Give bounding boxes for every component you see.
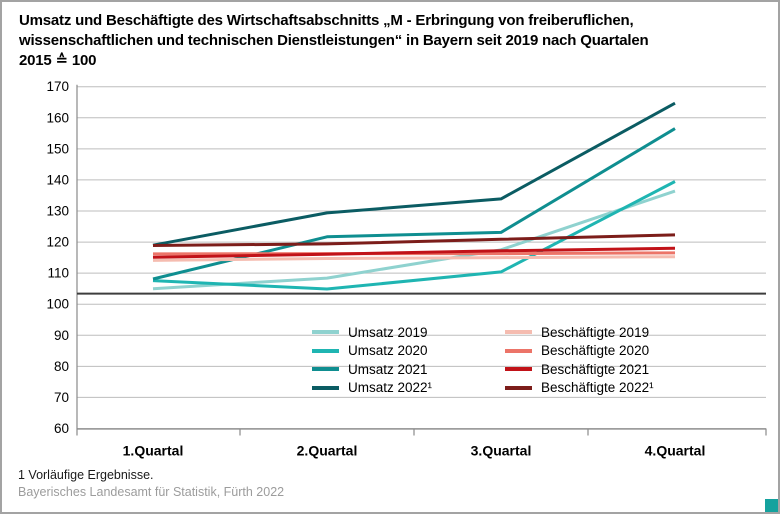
legend-item: Umsatz 2021 bbox=[312, 360, 453, 379]
series-line-umsatz-2021 bbox=[152, 127, 676, 281]
y-tick-label: 60 bbox=[54, 421, 69, 436]
legend-label: Umsatz 2019 bbox=[348, 324, 428, 340]
x-category-label: 1.Quartal bbox=[123, 443, 184, 459]
y-tick-label: 110 bbox=[47, 266, 69, 281]
y-tick-label: 160 bbox=[46, 110, 69, 125]
legend: Umsatz 2019 Umsatz 2020 Umsatz 2021 Umsatz … bbox=[312, 323, 654, 397]
series-line-besch-ftigte-2019 bbox=[152, 255, 676, 262]
legend-item: Umsatz 2022¹ bbox=[312, 379, 453, 398]
legend-item: Beschäftigte 2021 bbox=[505, 360, 654, 379]
title-block: Umsatz und Beschäftigte des Wirtschaftsa… bbox=[19, 11, 763, 71]
y-tick-label: 80 bbox=[54, 359, 69, 374]
y-tick-label: 130 bbox=[46, 203, 69, 218]
x-category-label: 4.Quartal bbox=[645, 443, 706, 459]
x-category-label: 2.Quartal bbox=[297, 443, 358, 459]
y-tick-label: 170 bbox=[46, 79, 69, 94]
legend-label: Umsatz 2022¹ bbox=[348, 380, 433, 396]
y-tick-label: 70 bbox=[54, 390, 69, 405]
legend-swatch bbox=[312, 330, 339, 335]
series-line-umsatz-2022 bbox=[152, 101, 676, 247]
legend-column-beschaeftigte: Beschäftigte 2019 Beschäftigte 2020 Beschä… bbox=[505, 323, 654, 397]
logo-corner-square bbox=[765, 499, 778, 512]
series-line-umsatz-2020 bbox=[152, 180, 676, 291]
y-tick-label: 100 bbox=[46, 297, 69, 312]
y-tick-label: 120 bbox=[46, 235, 69, 250]
legend-column-umsatz: Umsatz 2019 Umsatz 2020 Umsatz 2021 Umsatz … bbox=[312, 323, 453, 397]
legend-swatch bbox=[312, 348, 339, 353]
legend-swatch bbox=[505, 348, 532, 353]
legend-swatch bbox=[505, 386, 532, 391]
legend-label: Beschäftigte 2019 bbox=[541, 324, 650, 340]
legend-label: Beschäftigte 2022¹ bbox=[541, 380, 654, 396]
y-tick-label: 150 bbox=[46, 141, 69, 156]
legend-item: Umsatz 2019 bbox=[312, 323, 453, 342]
series-line-besch-ftigte-2021 bbox=[152, 246, 676, 259]
legend-swatch bbox=[505, 367, 532, 372]
x-category-label: 3.Quartal bbox=[471, 443, 532, 459]
legend-item: Umsatz 2020 bbox=[312, 342, 453, 361]
chart-subtitle: 2015 ≙ 100 bbox=[19, 52, 97, 69]
legend-swatch bbox=[505, 330, 532, 335]
chart-title: Umsatz und Beschäftigte des Wirtschaftsa… bbox=[19, 12, 649, 49]
source-credit: Bayerisches Landesamt für Statistik, Für… bbox=[18, 485, 285, 499]
legend-item: Beschäftigte 2019 bbox=[505, 323, 654, 342]
y-tick-label: 140 bbox=[46, 172, 69, 187]
legend-label: Umsatz 2020 bbox=[348, 343, 428, 359]
legend-swatch bbox=[312, 386, 339, 391]
legend-swatch bbox=[312, 367, 339, 372]
legend-item: Beschäftigte 2020 bbox=[505, 342, 654, 361]
y-tick-label: 90 bbox=[54, 328, 69, 343]
series-line-besch-ftigte-2022 bbox=[152, 233, 676, 247]
legend-label: Umsatz 2021 bbox=[348, 361, 428, 377]
legend-item: Beschäftigte 2022¹ bbox=[505, 379, 654, 398]
footnote: 1 Vorläufige Ergebnisse. bbox=[18, 468, 154, 482]
legend-label: Beschäftigte 2021 bbox=[541, 361, 650, 377]
legend-label: Beschäftigte 2020 bbox=[541, 343, 650, 359]
